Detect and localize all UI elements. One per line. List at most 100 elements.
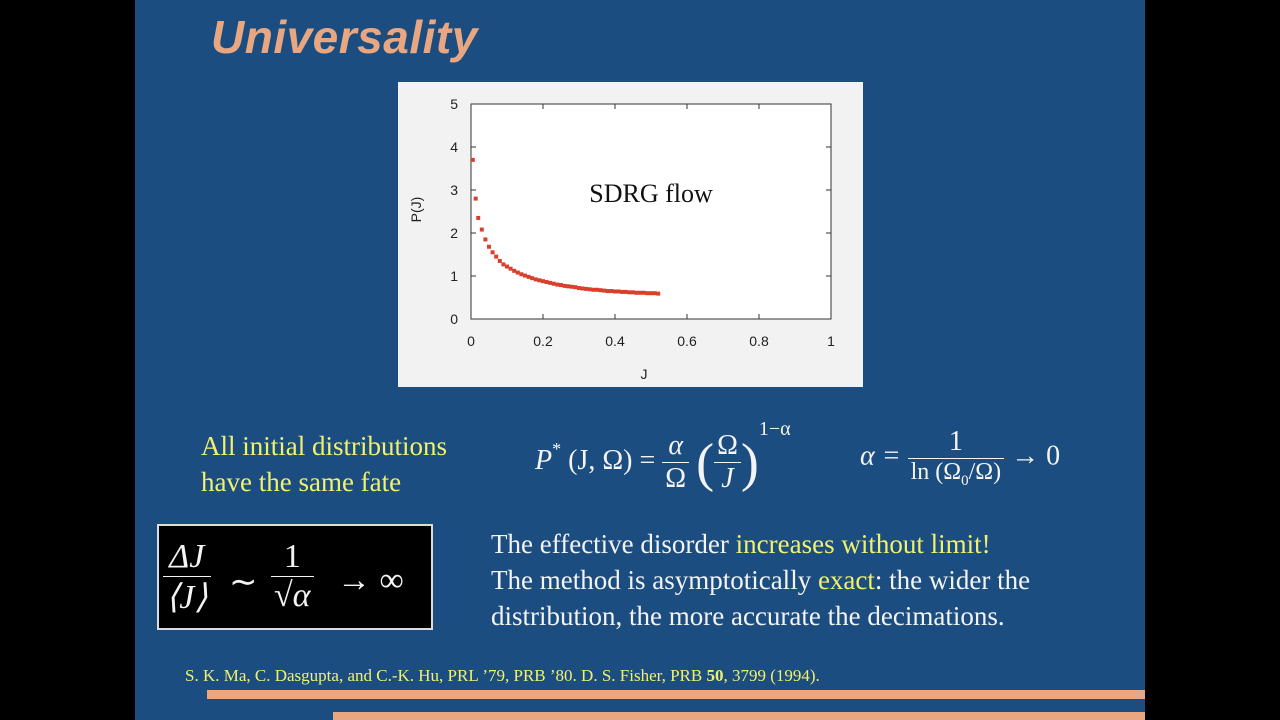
y-tick-label: 5 [450,96,458,112]
data-point [652,291,657,296]
data-point [616,289,621,294]
data-point [470,157,475,162]
data-point [497,258,502,263]
formula-args: (J, Ω) = [568,445,656,476]
right-paren: ) [740,432,759,493]
left-paren: ( [696,432,715,493]
data-point [487,244,491,249]
data-point [584,286,589,291]
mean-j: ⟨J⟩ [163,576,211,617]
citation: S. K. Ma, C. Dasgupta, and C.-K. Hu, PRL… [185,666,820,686]
slide: Universality 0 0.2 0.4 0.6 0.8 1 0 1 2 3 4 5 J P(J) SD… [135,0,1145,720]
data-point [541,279,545,284]
data-point [620,289,625,294]
alpha-formula: α = 1 ln (Ω0/Ω) → 0 [860,426,1060,490]
formula-p: P [535,445,553,476]
line1-plain: The effective disorder [491,529,736,559]
data-point [519,272,524,277]
delta-j: ΔJ [169,538,205,575]
data-point [605,289,610,294]
data-point [537,278,542,283]
data-point [573,285,578,290]
chart-annotation: SDRG flow [589,179,713,208]
alpha-num: 1 [948,426,963,457]
frac-omega: Ω [662,462,690,495]
data-point [473,196,478,201]
decorative-bar-2 [333,712,1145,720]
sqrt-alpha-var: α [292,576,311,614]
line2-tail: : the wider the [874,565,1031,595]
plot-area [470,103,832,320]
sqrt-alpha: √α [271,576,314,615]
alpha-over-omega: α Ω [662,430,690,495]
data-point [627,290,632,295]
x-tick-label: 0.2 [533,333,553,349]
alpha-den: ln (Ω0/Ω) [907,458,1005,490]
y-tick-label: 0 [450,311,458,327]
formula-exponent: 1−α [758,418,791,440]
data-point [587,287,592,292]
data-point [577,286,581,291]
alpha-den-tail: /Ω) [968,459,1002,485]
data-point [548,280,553,285]
line2-highlight: exact [817,565,875,595]
data-point [508,266,513,271]
data-point [566,284,571,289]
data-point [613,289,617,294]
y-tick-label: 3 [450,182,458,198]
data-point [641,290,646,295]
explanation-text: The effective disorder increases without… [491,526,1131,634]
data-point [598,288,603,293]
citation-b: , 3799 (1994). [723,666,820,685]
data-point [602,288,607,293]
omega-over-j: Ω J [714,430,741,495]
data-point [526,274,531,279]
fate-note-line-2: have the same fate [201,467,402,497]
data-point [523,273,527,278]
explanation-line-3: distribution, the more accurate the deci… [491,601,1005,631]
data-point [490,250,495,255]
data-point [544,280,549,285]
data-point [479,227,484,232]
data-point [656,291,661,296]
formula-star: * [552,439,562,459]
one: 1 [283,538,301,575]
data-point [512,268,517,273]
slide-title: Universality [211,11,478,63]
fixed-point-formula: P* (J, Ω) = α Ω ( Ω J )1−α [535,418,791,495]
data-point [634,290,639,295]
data-point [591,287,596,292]
data-point [551,281,556,286]
alpha-den-sub: 0 [961,472,969,489]
sqrt-sign: √ [274,577,293,614]
data-point [555,282,560,287]
data-point [609,289,614,294]
data-point [494,254,499,259]
alpha-lhs: α = [860,440,901,472]
x-axis-label: J [641,366,648,382]
explanation-line-2: The method is asymptotically exact: the … [491,562,1131,598]
alpha-den-a: ln (Ω [910,459,962,485]
data-point [476,215,481,220]
alpha-tail: → 0 [1011,440,1061,472]
alpha-fraction: 1 ln (Ω0/Ω) [907,426,1005,490]
data-point [562,283,567,288]
decorative-bar-1 [207,690,1145,699]
citation-a: S. K. Ma, C. Dasgupta, and C.-K. Hu, PRL… [185,666,707,685]
frac-j: J [714,462,741,495]
line1-highlight: increases without limit! [735,529,991,559]
data-point [530,276,535,281]
inv-sqrt-alpha: 1 √α [271,538,314,615]
y-axis-label: P(J) [408,197,424,223]
data-point [559,283,563,288]
x-tick-label: 0 [467,333,475,349]
data-point [515,270,520,275]
frac-omega-2: Ω [717,430,738,462]
x-tick-label: 1 [827,333,835,349]
delta-j-fraction: ΔJ ⟨J⟩ [163,538,211,617]
data-point [580,286,585,291]
x-tick-label: 0.4 [605,333,625,349]
y-tick-label: 1 [450,268,458,284]
data-point [638,290,643,295]
data-point [595,287,599,292]
